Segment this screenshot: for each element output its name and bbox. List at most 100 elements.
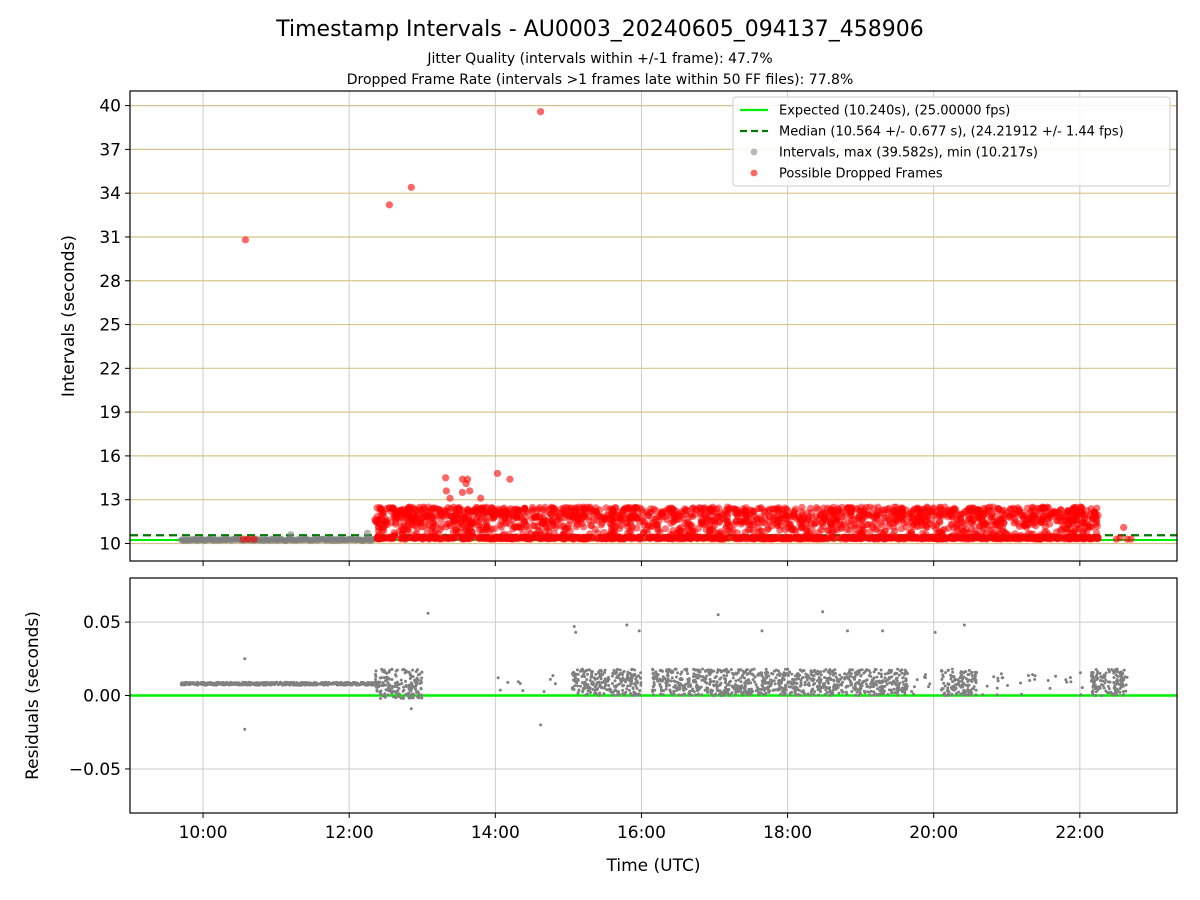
residual-point xyxy=(587,688,591,692)
dropped-frame-point xyxy=(524,508,532,516)
dropped-frame-point xyxy=(850,534,858,542)
dropped-frame-point xyxy=(505,506,513,514)
residual-point xyxy=(416,668,420,672)
dropped-frame-point xyxy=(1081,524,1089,533)
interval-point xyxy=(250,535,258,543)
residual-point xyxy=(881,679,885,683)
residual-point xyxy=(572,670,576,674)
dropped-frame-point xyxy=(1059,521,1067,530)
residual-point xyxy=(1112,676,1116,680)
residual-point xyxy=(718,689,722,693)
residual-point xyxy=(399,696,403,700)
residual-point xyxy=(591,680,595,684)
dropped-frame-point xyxy=(974,507,983,515)
residual-point xyxy=(955,692,959,696)
dropped-frame-point xyxy=(975,514,983,523)
dropped-frame-point xyxy=(760,507,769,515)
residual-point xyxy=(582,672,586,676)
dropped-frame-point xyxy=(699,520,707,528)
residual-point xyxy=(850,683,854,687)
legend-median-label: Median (10.564 +/- 0.677 s), (24.21912 +… xyxy=(779,125,1124,140)
residual-point xyxy=(388,683,392,687)
residual-point xyxy=(834,687,838,691)
residual-point xyxy=(580,667,584,671)
dropped-frame-point xyxy=(391,531,399,539)
residual-point xyxy=(903,684,907,688)
dropped-frame-point xyxy=(921,517,930,525)
dropped-frame-point xyxy=(598,519,606,527)
residual-point xyxy=(896,667,900,671)
dropped-frame-point xyxy=(683,507,691,515)
residual-point xyxy=(1107,687,1111,691)
dropped-frame-point xyxy=(405,525,413,533)
residual-point xyxy=(416,673,420,677)
residual-point xyxy=(1079,693,1083,697)
residual-point xyxy=(747,679,751,683)
residual-point xyxy=(966,680,970,684)
residual-point xyxy=(375,685,379,689)
residual-point xyxy=(506,680,510,684)
residual-point xyxy=(761,692,765,696)
dropped-frame-point xyxy=(596,512,604,520)
dropped-frame-point xyxy=(989,533,997,541)
residual-point xyxy=(887,688,891,692)
interval-point xyxy=(1116,534,1124,542)
residual-point xyxy=(765,670,769,674)
residual-point xyxy=(639,683,643,687)
dropped-frame-point xyxy=(827,529,836,537)
dropped-frame-point xyxy=(772,505,780,513)
dropped-frame-point xyxy=(561,514,569,522)
dropped-frame-point xyxy=(783,506,791,515)
interval-point xyxy=(363,529,372,537)
residual-point xyxy=(1121,690,1125,694)
residual-point xyxy=(1101,679,1105,683)
residual-point xyxy=(680,670,684,674)
dropped-frame-point xyxy=(615,511,624,519)
dropped-frame-point xyxy=(1092,528,1101,537)
residual-point xyxy=(795,672,799,676)
dropped-frame-point xyxy=(569,535,578,543)
residual-point xyxy=(849,672,853,676)
residual-point xyxy=(651,693,655,697)
residual-point xyxy=(787,685,791,689)
residual-point xyxy=(798,684,802,688)
dropped-frame-point xyxy=(501,514,510,522)
residual-point xyxy=(384,688,388,692)
dropped-frame-point xyxy=(430,529,438,537)
dropped-frame-point xyxy=(430,534,438,542)
dropped-frame-point xyxy=(628,523,636,531)
residual-point xyxy=(404,683,408,687)
intervals-grid xyxy=(130,91,1177,561)
dropped-frame-point xyxy=(944,524,953,532)
residual-point xyxy=(800,690,804,694)
residual-point xyxy=(722,674,726,678)
residual-point xyxy=(1091,692,1095,696)
residual-point xyxy=(383,695,387,699)
dropped-frame-point xyxy=(795,535,804,543)
residual-point xyxy=(1033,677,1037,681)
residual-point xyxy=(678,677,682,681)
residual-point xyxy=(691,675,695,679)
residual-point xyxy=(974,688,978,692)
dropped-frame-point xyxy=(483,534,492,542)
dropped-frame-point xyxy=(835,507,843,515)
residual-point xyxy=(654,671,658,675)
dropped-frame-point xyxy=(464,505,472,513)
residual-point xyxy=(869,685,873,689)
residual-point xyxy=(760,683,764,687)
residual-point xyxy=(968,678,972,682)
residual-point xyxy=(837,680,841,684)
residual-point xyxy=(774,676,778,680)
residual-point xyxy=(823,676,827,680)
residual-point xyxy=(628,672,632,676)
residual-point xyxy=(402,685,406,689)
residual-point xyxy=(970,674,974,678)
dropped-frame-point xyxy=(458,488,467,496)
residual-point xyxy=(981,693,985,697)
residual-point xyxy=(886,692,890,696)
residual-point xyxy=(894,676,898,680)
residual-point xyxy=(749,672,753,676)
residual-point xyxy=(686,677,690,681)
residual-point xyxy=(409,687,413,691)
dropped-frame-point xyxy=(612,504,620,512)
